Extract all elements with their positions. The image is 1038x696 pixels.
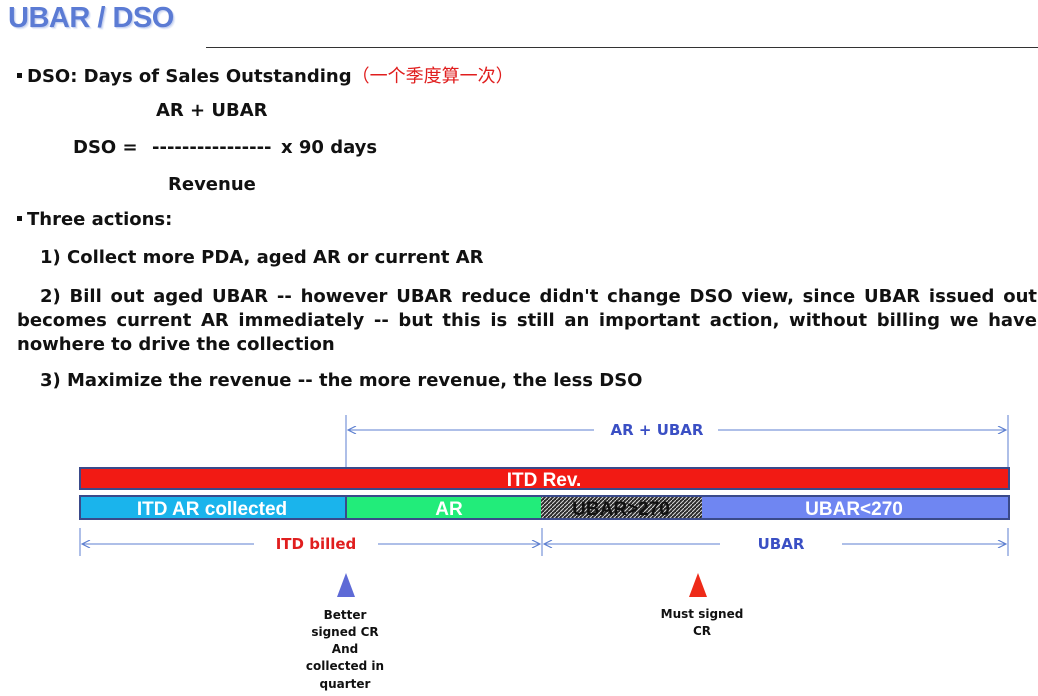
action-item-2: 2) Bill out aged UBAR -- however UBAR re… [17,286,1037,355]
segment-label-ubar-gt-270: UBAR>270 [572,499,670,520]
title-divider [206,47,1038,48]
note-better-line-2: signed CR [311,625,378,639]
segment-label-ubar-lt-270: UBAR<270 [805,499,903,520]
bullet-icon [17,73,22,78]
dso-heading: DSO: Days of Sales Outstanding（一个季度算一次） [17,62,514,88]
dso-heading-cn-note: （一个季度算一次） [351,66,514,87]
segment-ubar-lt-270 [702,497,1008,518]
red-triangle-icon [689,573,707,597]
formula-multiplier: x 90 days [281,137,378,158]
note-must-line-2: CR [693,624,711,638]
dso-heading-text: DSO: Days of Sales Outstanding [27,66,352,87]
page-title: UBAR / DSO [8,2,174,34]
note-better-line-3: And [332,642,358,656]
actions-heading: Three actions: [17,209,172,230]
actions-heading-text: Three actions: [27,209,173,230]
blue-triangle-icon [337,573,355,597]
segment-itd-ar-collected [81,497,345,518]
formula-fraction-line: ---------------- [152,137,272,158]
ubar-label: UBAR [758,535,805,553]
itd-rev-label: ITD Rev. [507,470,582,491]
formula-lhs: DSO = [73,137,138,158]
bullet-icon [17,216,22,221]
segment-ar [347,497,541,518]
segment-label-itd-ar-collected: ITD AR collected [137,499,287,520]
note-better-line-1: Better [324,608,367,622]
segment-ubar-gt-270 [541,497,702,518]
action-item-1: 1) Collect more PDA, aged AR or current … [40,247,484,268]
segment-label-ar: AR [435,499,463,520]
top-dim-label: AR + UBAR [611,421,704,439]
action-item-3: 3) Maximize the revenue -- the more reve… [40,370,643,391]
note-better-line-5: quarter [320,677,371,691]
formula-numerator: AR + UBAR [156,100,268,121]
itd-rev-bar [79,467,1010,490]
itd-billed-label: ITD billed [276,535,357,553]
note-better-line-4: collected in [306,659,384,673]
formula-denominator: Revenue [168,174,256,195]
note-must-line-1: Must signed [661,607,744,621]
